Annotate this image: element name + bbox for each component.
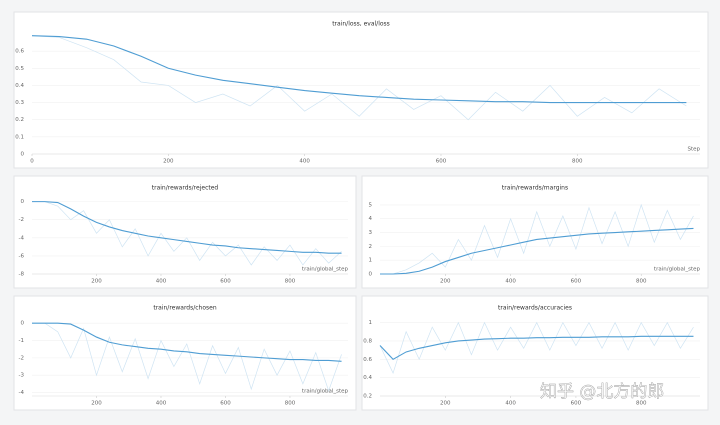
chart-title: train/rewards/accuracies [498,305,572,312]
x-tick-label: 400 [156,279,167,285]
x-tick-label: 800 [285,401,296,407]
chart-title: train/rewards/margins [502,185,568,192]
panel [13,175,357,289]
x-tick-label: 600 [436,159,447,165]
panel [361,295,709,411]
smoothed-line [32,322,342,362]
x-tick-label: 200 [91,279,102,285]
x-axis-label: train/global_step [654,267,701,273]
x-tick-label: 600 [571,279,582,285]
panel [361,175,709,289]
y-tick-label: -4 [19,390,25,396]
x-tick-label: 400 [505,279,516,285]
smoothed-line [31,35,687,104]
x-tick-label: 800 [572,159,583,165]
chart-title: train/rewards/chosen [153,305,217,312]
x-axis-label: train/global_step [302,267,349,273]
x-tick-label: 400 [156,401,167,407]
raw-line [32,322,342,392]
y-tick-label: -2 [19,355,24,361]
panel [13,11,709,169]
y-tick-label: 0 [21,152,25,158]
x-tick-label: 200 [440,279,451,285]
x-tick-label: 800 [636,401,647,407]
smoothed-line [32,201,342,254]
raw-line [379,321,694,375]
y-tick-label: 4 [369,216,373,222]
x-tick-label: 200 [163,159,174,165]
smoothed-line [380,227,694,275]
y-tick-label: 1 [369,258,373,264]
y-tick-label: 3 [369,230,373,236]
y-tick-label: 2 [369,244,373,250]
raw-line [31,35,687,121]
y-tick-label: -2 [19,217,24,223]
x-tick-label: 800 [636,279,647,285]
raw-line [32,201,342,266]
y-tick-label: 0 [21,199,25,205]
panel [13,295,357,411]
raw-line [380,203,694,275]
y-tick-label: 0.6 [15,49,24,55]
y-tick-label: 0.4 [363,375,372,381]
x-tick-label: 400 [505,401,516,407]
x-tick-label: 600 [220,401,231,407]
x-tick-label: 0 [30,159,34,165]
y-tick-label: 0.2 [15,117,24,123]
chart-title: train/loss, eval/loss [332,21,390,28]
smoothed-line [379,335,694,360]
y-tick-label: 0 [21,321,25,327]
x-tick-label: 600 [220,279,231,285]
x-tick-label: 400 [299,159,310,165]
x-axis-label: Step [687,147,700,153]
y-tick-label: 0.6 [363,357,372,363]
y-tick-label: 0 [369,272,373,278]
y-tick-label: 0.2 [363,394,372,400]
y-tick-label: 0.4 [15,83,24,89]
x-tick-label: 600 [571,401,582,407]
chart-title: train/rewards/rejected [152,185,219,192]
y-tick-label: -3 [19,373,25,379]
y-tick-label: 5 [369,202,373,208]
y-tick-label: -1 [19,338,24,344]
y-tick-label: -6 [19,253,25,259]
x-tick-label: 200 [440,401,451,407]
x-tick-label: 800 [285,279,296,285]
y-tick-label: -8 [19,272,25,278]
x-axis-label: train/global_step [302,389,349,395]
y-tick-label: 0.1 [15,134,24,140]
y-tick-label: 0.8 [363,338,372,344]
y-tick-label: 0.5 [15,66,24,72]
x-tick-label: 200 [91,401,102,407]
watermark: 知乎 @北方的郎 [540,382,664,402]
y-tick-label: 1 [369,320,373,326]
y-tick-label: -4 [19,235,25,241]
y-tick-label: 0.3 [15,100,24,106]
